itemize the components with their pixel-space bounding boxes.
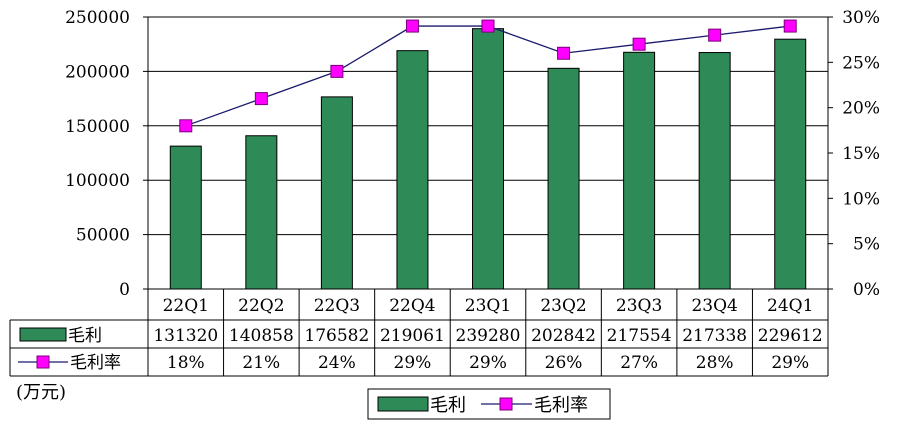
bar-23Q2 — [547, 67, 580, 290]
category-label: 23Q2 — [540, 296, 586, 316]
margin-marker-24Q1 — [783, 19, 797, 33]
data-label: 176582 — [304, 326, 369, 346]
data-label: 18% — [167, 353, 205, 373]
data-label: 131320 — [153, 326, 218, 346]
data-label: 21% — [242, 353, 280, 373]
axes: 0 50000 100000 150000 200000 250000 0% 5% 10% 15%… — [65, 8, 880, 300]
category-label: 22Q2 — [238, 296, 284, 316]
bar-23Q1 — [472, 28, 504, 290]
legend-key-bar — [377, 396, 429, 412]
category-label: 22Q3 — [314, 296, 360, 316]
data-label: 140858 — [229, 326, 294, 346]
margin-marker-23Q4 — [708, 28, 722, 42]
unit-label: (万元) — [16, 382, 66, 403]
bar-23Q4 — [698, 52, 731, 290]
data-label: 27% — [620, 353, 658, 373]
margin-marker-23Q3 — [632, 37, 646, 51]
data-label: 29% — [469, 353, 507, 373]
right-tick-label: 0% — [853, 280, 880, 300]
category-label: 23Q4 — [691, 296, 737, 316]
data-label: 239280 — [456, 326, 521, 346]
data-label: 202842 — [531, 326, 596, 346]
category-label: 24Q1 — [767, 296, 813, 316]
category-label: 23Q1 — [465, 296, 511, 316]
left-tick-label: 100000 — [65, 171, 130, 191]
right-tick-label: 20% — [842, 99, 880, 119]
left-tick-label: 50000 — [76, 226, 130, 246]
right-tick-label: 10% — [842, 189, 880, 209]
margin-marker-22Q4 — [405, 19, 419, 33]
data-label: 29% — [394, 353, 432, 373]
data-label: 219061 — [380, 326, 445, 346]
margin-marker-23Q1 — [481, 19, 495, 33]
data-label: 229612 — [758, 326, 823, 346]
data-label: 217338 — [682, 326, 747, 346]
legend-label: 毛利率 — [534, 395, 588, 416]
category-label: 22Q4 — [389, 296, 435, 316]
data-label: 29% — [771, 353, 809, 373]
bar-22Q1 — [169, 145, 202, 290]
right-tick-label: 5% — [853, 235, 880, 255]
left-tick-label: 0 — [119, 280, 130, 300]
data-label: 24% — [318, 353, 356, 373]
data-label: 26% — [545, 353, 583, 373]
data-label: 217554 — [607, 326, 672, 346]
bar-22Q3 — [320, 96, 353, 290]
bar-22Q2 — [245, 135, 278, 290]
right-tick-label: 25% — [842, 53, 880, 73]
table-row-label: 毛利率 — [70, 353, 121, 373]
margin-marker-23Q2 — [557, 46, 571, 60]
bar-24Q1 — [774, 38, 807, 290]
left-tick-label: 150000 — [65, 117, 130, 137]
right-tick-label: 15% — [842, 144, 880, 164]
data-table: 22Q1 22Q2 22Q3 22Q4 23Q1 23Q2 23Q3 23Q4 24Q1 毛利 13… — [9, 289, 829, 403]
margin-marker-22Q1 — [179, 119, 193, 133]
left-tick-label: 250000 — [65, 8, 130, 28]
legend-key-marker — [499, 397, 513, 411]
margin-marker-22Q2 — [254, 92, 268, 106]
table-key-marker — [36, 355, 50, 369]
table-row-label: 毛利 — [68, 326, 102, 346]
right-tick-label: 30% — [842, 8, 880, 28]
category-label: 23Q3 — [616, 296, 662, 316]
data-label: 28% — [696, 353, 734, 373]
bar-series — [169, 28, 807, 290]
table-key-bar — [19, 327, 67, 342]
left-tick-label: 200000 — [65, 62, 130, 82]
legend-label: 毛利 — [430, 395, 466, 416]
line-series — [179, 19, 797, 133]
margin-marker-22Q3 — [330, 64, 344, 78]
bar-22Q4 — [396, 50, 429, 290]
legend: 毛利 毛利率 — [367, 388, 611, 420]
category-label: 22Q1 — [163, 296, 209, 316]
bar-23Q3 — [623, 51, 656, 290]
